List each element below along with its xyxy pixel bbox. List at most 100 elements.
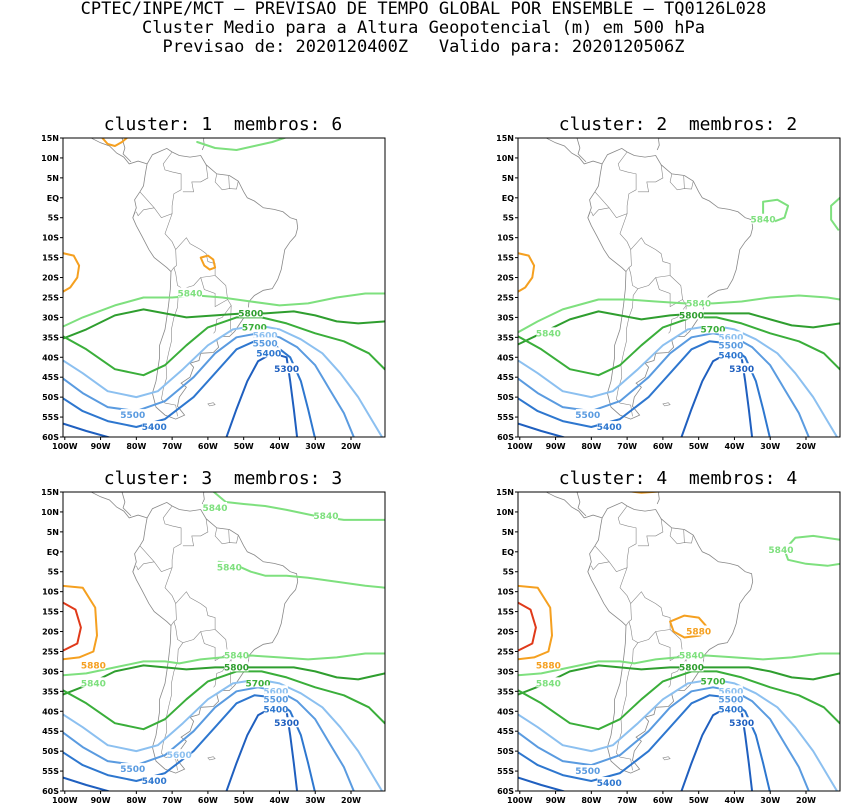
country-border: [669, 527, 694, 545]
lon-tick-label: 60W: [653, 796, 673, 805]
country-border: [214, 527, 239, 545]
contour-line-5880: [63, 584, 98, 661]
contour-label-background: [536, 659, 561, 670]
country-border: [587, 565, 591, 572]
contour-label-background: [575, 765, 600, 776]
lat-tick-label: 15S: [497, 608, 514, 617]
contour-line-5840: [63, 292, 385, 328]
contour-label-background: [313, 509, 338, 520]
country-border: [132, 565, 136, 572]
contour-label-background: [686, 297, 711, 308]
contour-label-background: [245, 677, 270, 688]
falkland-islands: [662, 756, 671, 761]
lon-tick-label: 40W: [269, 442, 289, 451]
lon-tick-label: 100W: [507, 442, 533, 451]
contour-line-5840: [783, 534, 840, 567]
contour-label: 5600: [718, 333, 743, 343]
lon-tick-label: 100W: [52, 442, 78, 451]
coastline: [201, 138, 205, 151]
contour-label: 5400: [597, 779, 622, 789]
lon-tick-label: 50W: [689, 442, 709, 451]
lon-tick-label: 30W: [760, 442, 780, 451]
contour-line-5840: [196, 138, 288, 151]
map-frame: [62, 491, 386, 792]
lat-tick-label: 55S: [497, 413, 514, 422]
contour-line-5600: [518, 324, 839, 437]
lat-tick-label: 40S: [42, 353, 59, 362]
lon-tick-label: 60W: [653, 442, 673, 451]
country-border: [213, 299, 232, 334]
country-border: [637, 164, 664, 193]
lon-tick-label: 90W: [91, 442, 111, 451]
lon-tick-label: 30W: [760, 796, 780, 805]
lat-tick-label: 15S: [42, 608, 59, 617]
contour-label: 5400: [142, 423, 167, 433]
country-border: [628, 237, 671, 290]
country-border: [164, 567, 177, 626]
lon-tick-label: 40W: [724, 796, 744, 805]
lat-tick-label: 40S: [497, 707, 514, 716]
panel-2-title: cluster: 2 membros: 2: [558, 114, 798, 135]
contour-label: 5840: [224, 651, 249, 661]
contour-label: 5840: [203, 504, 228, 514]
contour-label-background: [536, 327, 561, 338]
contour-label-background: [536, 677, 561, 688]
map-panel-1: 58405800570056005500540053005500540015N1…: [41, 134, 386, 451]
header-line-2: Cluster Medio para a Altura Geopotencial…: [142, 18, 705, 38]
contour-label-background: [768, 543, 793, 554]
lat-tick-label: 5N: [502, 174, 514, 183]
contour-label: 5840: [679, 651, 704, 661]
lat-tick-label: 15N: [41, 134, 59, 143]
lon-tick-label: 40W: [269, 796, 289, 805]
lat-tick-label: 45S: [42, 373, 59, 382]
contour-line-5840: [217, 560, 385, 589]
contour-label: 5840: [536, 329, 561, 339]
lat-tick-label: 25S: [42, 647, 59, 656]
contour-label: 5840: [313, 512, 338, 522]
coastline: [201, 492, 205, 505]
coastline: [545, 492, 603, 519]
contour-label-background: [263, 703, 288, 714]
contour-label: 5500: [718, 341, 743, 351]
lat-tick-label: 45S: [42, 727, 59, 736]
contour-label-background: [751, 213, 776, 224]
lat-tick-label: 25S: [42, 293, 59, 302]
lon-tick-label: 20W: [341, 442, 361, 451]
contour-line-5400: [518, 340, 771, 437]
country-border: [669, 173, 694, 191]
country-border: [683, 529, 685, 543]
contour-label: 5700: [700, 325, 725, 335]
country-border: [139, 505, 182, 573]
contour-line-5840: [518, 652, 840, 677]
contour-line-5920: [63, 601, 82, 652]
map-frame: [517, 491, 841, 792]
contour-label: 5840: [217, 564, 242, 574]
coastline: [576, 492, 587, 517]
lat-tick-label: EQ: [502, 194, 514, 203]
coastline: [90, 138, 148, 165]
contour-label-background: [120, 763, 145, 774]
country-border: [139, 151, 182, 219]
lon-tick-label: 80W: [581, 442, 601, 451]
contour-label-background: [597, 421, 622, 432]
lat-tick-label: 20S: [497, 628, 514, 637]
contour-line-5500: [63, 686, 355, 791]
lat-tick-label: 10N: [41, 154, 59, 163]
contour-line-5920: [518, 601, 537, 652]
contour-line-5500: [518, 686, 810, 791]
country-border: [619, 213, 632, 272]
country-border: [591, 561, 610, 571]
contour-label-background: [718, 331, 743, 342]
country-border: [655, 629, 683, 662]
lat-tick-label: 55S: [42, 767, 59, 776]
lat-tick-label: EQ: [47, 548, 59, 557]
country-border: [182, 164, 209, 193]
contour-label-background: [700, 323, 725, 334]
contour-label-background: [81, 659, 106, 670]
lon-tick-label: 70W: [617, 796, 637, 805]
lat-tick-label: 50S: [497, 393, 514, 402]
contour-label-background: [575, 409, 600, 420]
panel-4-title: cluster: 4 membros: 4: [558, 468, 798, 489]
lon-tick-label: 100W: [52, 796, 78, 805]
lat-tick-label: 35S: [497, 333, 514, 342]
